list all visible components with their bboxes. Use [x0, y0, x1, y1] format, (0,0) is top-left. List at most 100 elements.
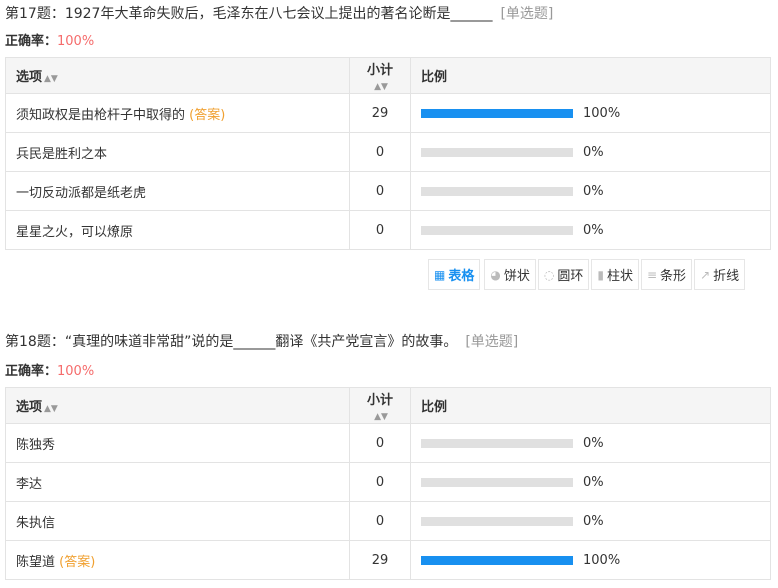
table-header: 选项 ▲▼ 小计▲▼ 比例: [5, 387, 771, 424]
results-table: 选项 ▲▼ 小计▲▼ 比例 陈独秀 0 0% 李达 0 0% 朱执信 0 0% 陈望道 (…: [5, 387, 771, 580]
header-label: 选项: [16, 400, 43, 415]
question-type: [单选题]: [465, 334, 519, 350]
accuracy-label: 正确率：: [5, 34, 58, 49]
pie-chart-icon: ◕: [490, 267, 501, 282]
results-table: 选项 ▲▼ 小计▲▼ 比例 须知政权是由枪杆子中取得的 (答案) 29 100% 兵民…: [5, 57, 771, 250]
option-cell: 李达: [5, 462, 350, 502]
option-cell: 星星之火，可以燎原: [5, 210, 350, 250]
header-label: 选项: [16, 70, 43, 85]
progress-fill: [421, 555, 573, 565]
progress-bar: [421, 186, 573, 196]
option-text: 兵民是胜利之本: [16, 146, 108, 162]
view-toolbar: ▦ 表格 ◕ 饼状 ◌ 圆环 ▮ 柱状 ≡ 条形 ↗ 折线: [428, 259, 746, 290]
accuracy-value: 100%: [57, 34, 95, 49]
percent-cell: 0%: [410, 423, 771, 463]
table-icon: ▦: [434, 267, 446, 282]
table-row: 一切反动派都是纸老虎 0 0%: [5, 171, 771, 211]
option-text: 朱执信: [16, 515, 56, 531]
question-type: [单选题]: [500, 6, 554, 22]
view-bar-chart-button[interactable]: ▮ 柱状: [591, 259, 639, 290]
table-row: 李达 0 0%: [5, 462, 771, 502]
header-percent: 比例: [410, 387, 771, 424]
view-donut-chart-button[interactable]: ◌ 圆环: [537, 259, 590, 290]
percent-cell: 0%: [410, 132, 771, 172]
option-cell: 须知政权是由枪杆子中取得的 (答案): [5, 93, 350, 133]
accuracy-label: 正确率：: [5, 364, 58, 379]
percent-text: 100%: [583, 105, 621, 121]
count-cell: 0: [349, 501, 411, 541]
percent-text: 0%: [583, 144, 604, 160]
view-pie-chart-button[interactable]: ◕ 饼状: [484, 259, 536, 290]
option-cell: 陈望道 (答案): [5, 540, 350, 580]
option-cell: 朱执信: [5, 501, 350, 541]
accuracy: 正确率：100%: [5, 360, 94, 379]
percent-cell: 0%: [410, 462, 771, 502]
table-row: 须知政权是由枪杆子中取得的 (答案) 29 100%: [5, 93, 771, 133]
count-cell: 0: [349, 210, 411, 250]
percent-text: 0%: [583, 183, 604, 199]
sort-icon[interactable]: ▲▼: [374, 411, 388, 422]
header-count[interactable]: 小计 ▲▼: [349, 57, 411, 94]
sort-icon[interactable]: ▲▼: [374, 81, 388, 92]
progress-bar: [421, 555, 573, 565]
option-text: 须知政权是由枪杆子中取得的: [16, 107, 186, 123]
line-chart-icon: ↗: [700, 267, 711, 282]
header-option[interactable]: 选项 ▲▼: [5, 57, 350, 94]
view-line-chart-button[interactable]: ↗ 折线: [694, 259, 746, 290]
count-cell: 29: [349, 540, 411, 580]
percent-cell: 0%: [410, 210, 771, 250]
table-row: 陈独秀 0 0%: [5, 423, 771, 463]
option-text: 陈望道: [16, 554, 56, 570]
horizontal-bar-icon: ≡: [646, 267, 658, 282]
table-row: 兵民是胜利之本 0 0%: [5, 132, 771, 172]
sort-icon[interactable]: ▲▼: [44, 404, 58, 414]
bar-chart-icon: ▮: [597, 267, 604, 282]
percent-text: 0%: [583, 222, 604, 238]
button-label: 柱状: [606, 269, 633, 284]
table-header: 选项 ▲▼ 小计▲▼ 比例: [5, 57, 771, 94]
percent-cell: 100%: [410, 93, 771, 133]
view-horizontal-bar-button[interactable]: ≡ 条形: [640, 259, 693, 290]
progress-fill: [421, 108, 573, 118]
sort-icon[interactable]: ▲▼: [44, 74, 58, 84]
count-cell: 0: [349, 423, 411, 463]
button-label: 表格: [448, 269, 475, 284]
option-text: 李达: [16, 476, 43, 492]
percent-text: 100%: [583, 552, 621, 568]
button-label: 折线: [713, 269, 740, 284]
option-cell: 一切反动派都是纸老虎: [5, 171, 350, 211]
question-text: 第18题：“真理的味道非常甜”说的是______翻译《共产党宣言》的故事。: [5, 334, 458, 350]
percent-text: 0%: [583, 513, 604, 529]
accuracy: 正确率：100%: [5, 30, 94, 49]
answer-badge: (答案): [189, 107, 226, 123]
percent-text: 0%: [583, 474, 604, 490]
option-cell: 陈独秀: [5, 423, 350, 463]
progress-bar: [421, 147, 573, 157]
option-text: 一切反动派都是纸老虎: [16, 185, 147, 201]
option-cell: 兵民是胜利之本: [5, 132, 350, 172]
accuracy-value: 100%: [57, 364, 95, 379]
count-cell: 0: [349, 462, 411, 502]
table-row: 陈望道 (答案) 29 100%: [5, 540, 771, 580]
header-count[interactable]: 小计 ▲▼: [349, 387, 411, 424]
progress-bar: [421, 438, 573, 448]
question-text: 第17题：1927年大革命失败后，毛泽东在八七会议上提出的著名论断是______: [5, 6, 493, 22]
header-label: 小计: [366, 392, 393, 408]
progress-bar: [421, 477, 573, 487]
table-row: 星星之火，可以燎原 0 0%: [5, 210, 771, 250]
percent-cell: 0%: [410, 171, 771, 211]
count-cell: 0: [349, 132, 411, 172]
table-row: 朱执信 0 0%: [5, 501, 771, 541]
header-label: 小计: [366, 62, 393, 78]
count-cell: 29: [349, 93, 411, 133]
answer-badge: (答案): [59, 554, 96, 570]
donut-chart-icon: ◌: [543, 267, 555, 282]
button-label: 条形: [660, 269, 687, 284]
percent-cell: 0%: [410, 501, 771, 541]
button-label: 饼状: [503, 269, 530, 284]
view-table-button[interactable]: ▦ 表格: [428, 259, 481, 290]
option-text: 陈独秀: [16, 437, 56, 453]
button-label: 圆环: [557, 269, 584, 284]
header-option[interactable]: 选项 ▲▼: [5, 387, 350, 424]
question-title: 第17题：1927年大革命失败后，毛泽东在八七会议上提出的著名论断是______…: [5, 3, 553, 23]
